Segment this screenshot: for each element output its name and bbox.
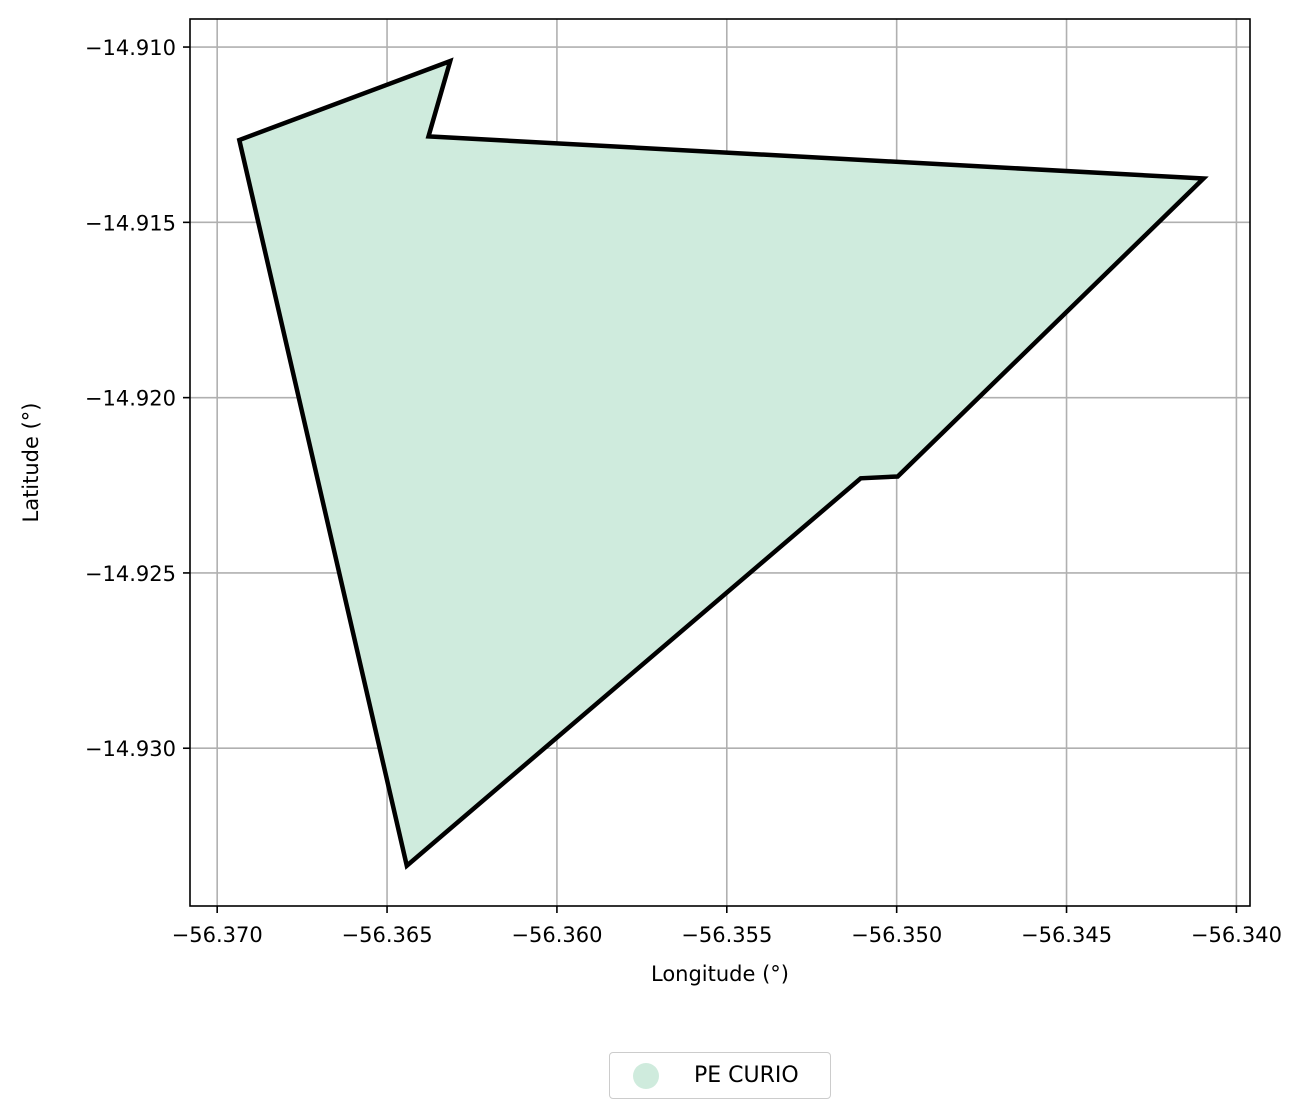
- axes-frame: [189, 18, 1251, 907]
- legend: PE CURIO: [609, 1052, 831, 1099]
- polygon-layer: [236, 57, 1209, 870]
- x-tick-label: −56.355: [681, 923, 772, 947]
- x-tick-label: −56.350: [851, 923, 942, 947]
- x-tick-label: −56.360: [511, 923, 602, 947]
- y-tick-label: −14.910: [85, 36, 176, 60]
- y-axis-label: Latitude (°): [19, 403, 43, 523]
- y-tick-label: −14.920: [85, 387, 176, 411]
- y-tick-label: −14.930: [85, 737, 176, 761]
- x-tick-label: −56.365: [342, 923, 433, 947]
- legend-swatch-marker: [633, 1062, 659, 1089]
- tick-layer: −56.370 −56.365 −56.360 −56.355 −56.350 −56.3…: [85, 36, 1282, 947]
- x-axis-label: Longitude (°): [651, 962, 789, 986]
- x-tick-label: −56.370: [172, 923, 263, 947]
- boundary-polygon: [236, 57, 1209, 870]
- x-tick-label: −56.340: [1191, 923, 1282, 947]
- y-tick-label: −14.915: [85, 211, 176, 235]
- legend-label: PE CURIO: [694, 1063, 799, 1088]
- x-tick-label: −56.345: [1021, 923, 1112, 947]
- map-chart: −56.370 −56.365 −56.360 −56.355 −56.350 −56.3…: [19, 18, 1282, 986]
- y-tick-label: −14.925: [85, 562, 176, 586]
